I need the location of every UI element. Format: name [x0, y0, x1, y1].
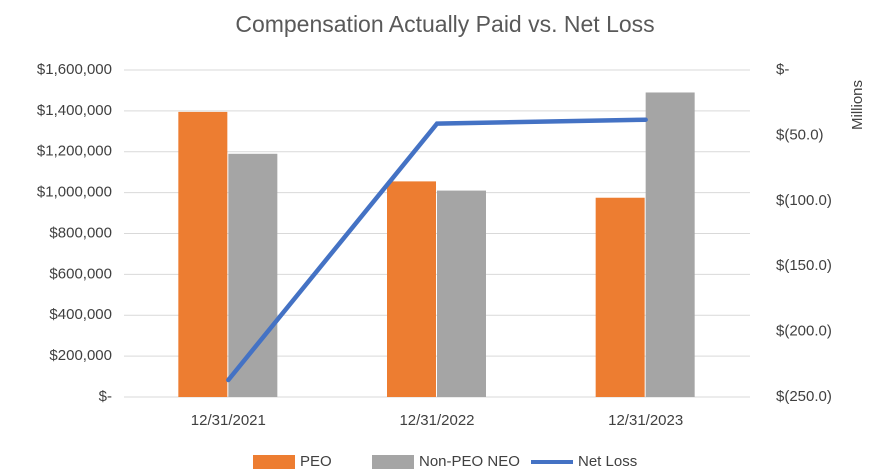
bar — [387, 181, 436, 397]
bar — [178, 111, 228, 397]
line — [226, 117, 648, 383]
legend-label: Non-PEO NEO — [419, 453, 520, 470]
legend-swatch — [253, 455, 295, 469]
y-tick-label: $400,000 — [49, 306, 112, 323]
y-tick-label: $1,600,000 — [37, 61, 112, 78]
legend-label: Net Loss — [578, 453, 637, 470]
bar — [228, 153, 278, 397]
y-tick-label: $600,000 — [49, 265, 112, 282]
y-tick-label: $1,200,000 — [37, 143, 112, 160]
y-tick-label: $1,400,000 — [37, 102, 112, 119]
y2-tick-label: $(150.0) — [776, 257, 832, 274]
y-tick-label: $200,000 — [49, 347, 112, 364]
x-tick-label: 12/31/2023 — [608, 412, 683, 429]
y-tick-label: $800,000 — [49, 224, 112, 241]
y-tick-label: $- — [99, 388, 112, 405]
y2-tick-label: $- — [776, 61, 789, 78]
y2-tick-label: $(50.0) — [776, 126, 824, 143]
bar — [437, 190, 486, 397]
bar — [595, 197, 645, 397]
y2-tick-label: $(200.0) — [776, 323, 832, 340]
x-tick-label: 12/31/2022 — [399, 412, 474, 429]
y-tick-label: $1,000,000 — [37, 184, 112, 201]
bar — [645, 92, 695, 397]
y2-axis-title: Millions — [849, 80, 866, 130]
y2-tick-label: $(100.0) — [776, 192, 832, 209]
y2-tick-label: $(250.0) — [776, 388, 832, 405]
legend-swatch — [372, 455, 414, 469]
x-tick-label: 12/31/2021 — [191, 412, 266, 429]
legend-label: PEO — [300, 453, 332, 470]
chart-title: Compensation Actually Paid vs. Net Loss — [235, 11, 654, 37]
